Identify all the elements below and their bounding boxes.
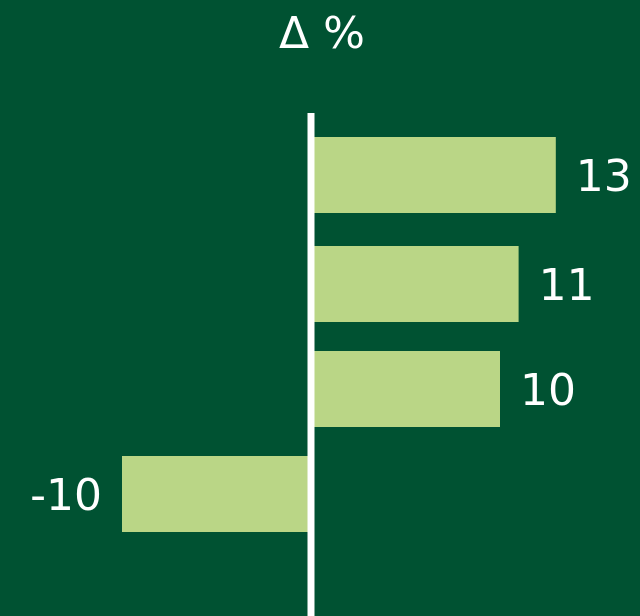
bar-4 — [122, 456, 308, 532]
value-labels-group: 13 11 10 -10 — [30, 151, 632, 521]
bars-group — [122, 137, 556, 532]
bar-3-value-label: 10 — [520, 365, 576, 416]
bar-2 — [314, 246, 519, 322]
bar-2-value-label: 11 — [539, 260, 595, 311]
bar-1 — [314, 137, 556, 213]
bar-3 — [314, 351, 500, 427]
chart-title: Δ % — [279, 8, 365, 59]
bar-4-value-label: -10 — [30, 470, 102, 521]
bar-1-value-label: 13 — [576, 151, 632, 202]
